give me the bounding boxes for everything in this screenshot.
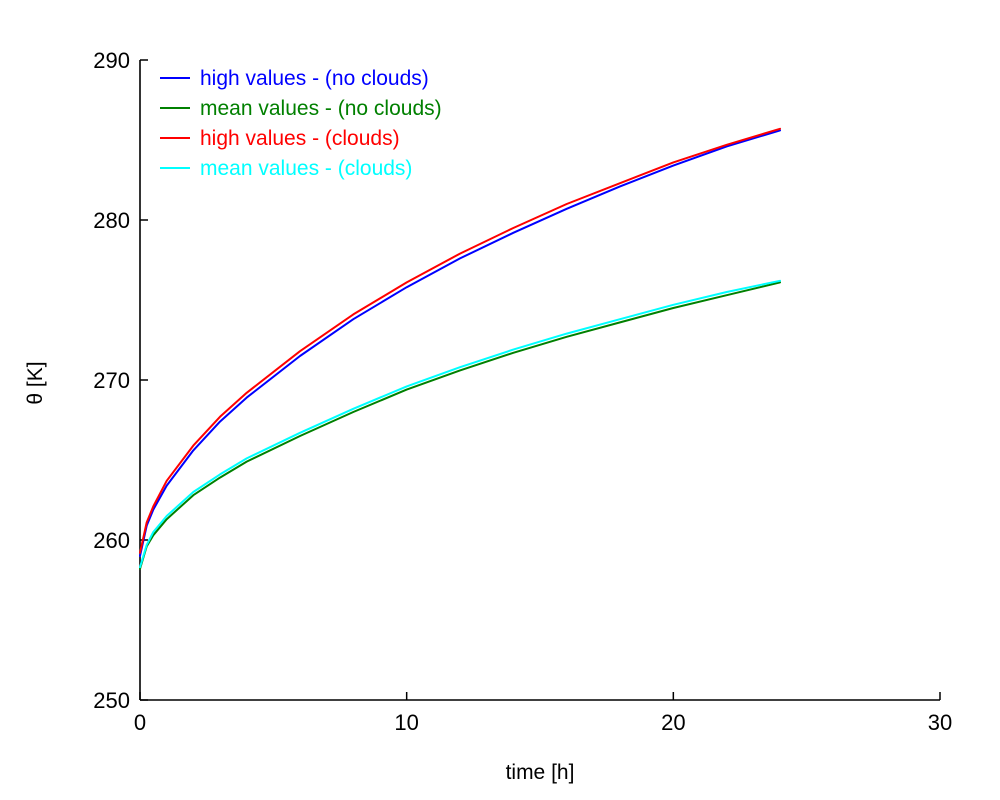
- legend-label-3: high values - (clouds): [200, 127, 400, 150]
- y-tick-label: 280: [93, 208, 130, 233]
- y-tick-label: 260: [93, 528, 130, 553]
- y-tick-label: 290: [93, 48, 130, 73]
- axes: [139, 60, 940, 701]
- x-tick-label: 0: [134, 710, 146, 735]
- series-lines: [139, 127, 781, 570]
- legend-label-1: high values - (no clouds): [200, 67, 429, 90]
- y-axis-label: θ [K]: [24, 361, 47, 404]
- x-tick-label: 20: [661, 710, 685, 735]
- y-tick-label: 270: [93, 368, 130, 393]
- legend-label-4: mean values - (clouds): [200, 157, 412, 180]
- x-axis-label: time [h]: [506, 761, 575, 784]
- y-tick-label: 250: [93, 688, 130, 713]
- series-line-2: [139, 281, 781, 570]
- legend-label-2: mean values - (no clouds): [200, 97, 442, 120]
- legend: high values - (no clouds) mean values - (…: [160, 67, 442, 180]
- series-line-3: [139, 127, 781, 554]
- ticks: 0 10 20 30 250 260 270 280 290: [93, 48, 952, 735]
- series-line-1: [139, 129, 781, 557]
- x-tick-label: 10: [394, 710, 418, 735]
- series-line-4: [139, 279, 781, 569]
- x-tick-label: 30: [928, 710, 952, 735]
